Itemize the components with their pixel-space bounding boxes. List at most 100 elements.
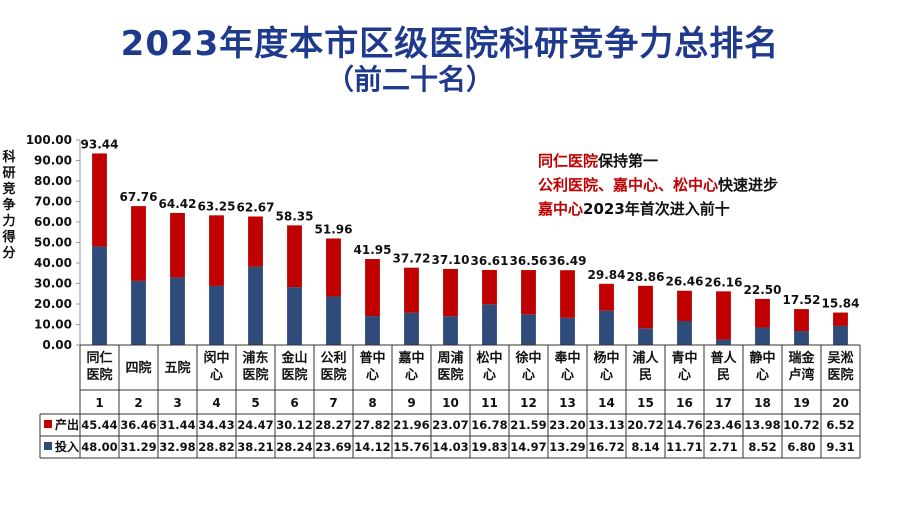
x-category-label: 青中 [671,350,697,366]
x-rank-label: 16 [676,396,693,410]
table-value: 30.12 [276,418,312,432]
bar-input [560,317,575,345]
x-rank-label: 9 [407,396,415,410]
table-value: 11.71 [666,440,702,454]
bar-total-label: 29.84 [588,268,626,282]
bar-input [131,280,146,345]
y-tick-label: 90.00 [34,154,72,168]
x-rank-label: 2 [134,396,142,410]
bar-output [521,270,536,315]
x-category-label: 浦东 [242,350,268,366]
y-tick-label: 0.00 [42,338,72,352]
x-rank-label: 13 [559,396,576,410]
legend-swatch [44,442,52,450]
x-rank-label: 20 [832,396,849,410]
x-category-label: 同仁 [86,350,112,366]
x-category-label: 心 [756,368,769,383]
x-category-label: 松中 [476,350,502,366]
bar-input [248,266,263,345]
bar-total-label: 22.50 [744,283,782,297]
y-tick-label: 60.00 [34,215,72,229]
annotation-2-highlight: 公利医院、嘉中心、松中心 [538,176,719,194]
x-category-label: 周浦 [437,350,463,366]
x-category-label: 医院 [437,367,463,383]
bar-total-label: 63.25 [198,199,236,213]
annotation-line-3: 嘉中心2023年首次进入前十 [538,198,730,219]
x-category-label: 医院 [242,367,268,383]
x-rank-label: 14 [598,396,615,410]
table-value: 23.46 [705,418,741,432]
bar-input [287,287,302,345]
x-category-label: 五院 [164,360,190,376]
x-rank-label: 18 [754,396,771,410]
x-category-label: 奉中 [553,350,580,366]
y-tick-label: 100.00 [26,133,72,147]
table-value: 14.03 [432,440,468,454]
bar-input [599,310,614,345]
bar-output [677,290,692,321]
bar-input [365,316,380,345]
bar-output [755,298,770,328]
legend-label: 投入 [55,439,79,454]
bar-total-label: 36.56 [510,254,548,268]
x-category-label: 医院 [320,367,346,383]
x-category-label: 闵中 [203,350,229,366]
table-value: 23.69 [315,440,351,454]
x-category-label: 四院 [125,360,151,376]
bar-total-label: 67.76 [120,190,158,204]
bar-output [365,259,380,317]
bar-input [716,339,731,345]
bar-input [443,316,458,345]
bar-input [755,327,770,345]
x-category-label: 金山 [280,350,307,366]
bar-total-label: 28.86 [627,270,665,284]
table-value: 38.21 [237,440,273,454]
table-value: 48.00 [81,440,117,454]
table-value: 9.31 [826,440,854,454]
bar-input [326,296,341,345]
x-category-label: 徐中 [514,350,541,366]
x-rank-label: 4 [212,396,220,410]
table-value: 24.47 [237,418,273,432]
bar-total-label: 51.96 [315,222,353,236]
bar-output [638,285,653,329]
x-category-label: 医院 [281,367,307,383]
table-value: 13.29 [549,440,585,454]
x-rank-label: 12 [520,396,537,410]
table-value: 21.59 [510,418,546,432]
x-category-label: 卢湾 [788,367,814,383]
bar-total-label: 26.46 [666,275,704,289]
bar-total-label: 62.67 [237,201,275,215]
bar-input [833,325,848,345]
x-category-label: 嘉中 [397,350,424,366]
bar-input [677,320,692,345]
x-category-label: 心 [522,368,535,383]
y-tick-label: 70.00 [34,195,72,209]
x-category-label: 民 [717,368,730,383]
table-value: 2.71 [709,440,737,454]
table-value: 32.98 [159,440,195,454]
x-category-label: 民 [639,368,652,383]
y-tick-label: 30.00 [34,277,72,291]
table-value: 36.46 [120,418,156,432]
x-category-label: 吴淞 [827,350,853,366]
x-rank-label: 19 [793,396,810,410]
bar-total-label: 37.10 [432,253,470,267]
x-category-label: 心 [600,368,613,383]
table-value: 6.80 [787,440,815,454]
bar-total-label: 17.52 [783,293,821,307]
x-rank-label: 15 [637,396,654,410]
bar-total-label: 36.61 [471,254,509,268]
bar-output [170,212,185,278]
table-value: 21.96 [393,418,429,432]
table-value: 45.44 [81,418,117,432]
table-value: 8.14 [631,440,659,454]
bar-output [326,238,341,297]
y-axis-label: 科研竞争力得分 [2,150,16,261]
table-value: 23.07 [432,418,468,432]
x-rank-label: 1 [95,396,103,410]
annotation-2-text: 快速进步 [718,176,779,194]
bar-total-label: 58.35 [276,209,314,223]
bar-output [92,153,107,247]
